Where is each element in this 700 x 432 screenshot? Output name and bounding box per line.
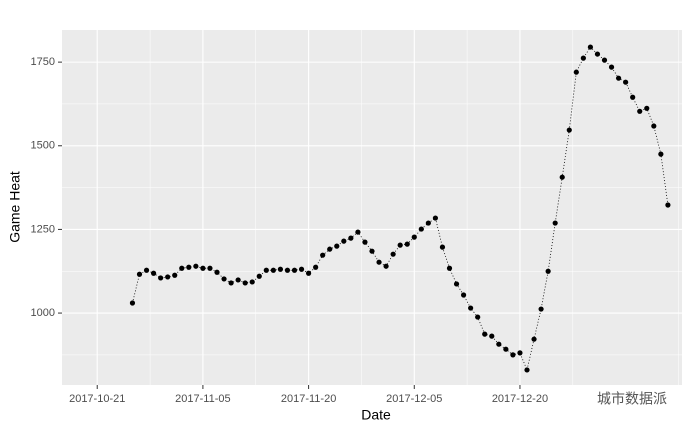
point	[503, 346, 509, 352]
point	[136, 271, 143, 277]
point	[460, 292, 467, 298]
point	[291, 267, 298, 273]
point	[651, 123, 657, 129]
point	[531, 336, 537, 342]
point	[383, 263, 389, 269]
point	[439, 244, 446, 250]
panel	[62, 30, 682, 385]
x-tick-label: 2017-11-20	[281, 393, 336, 405]
y-tick-label: 1500	[31, 140, 55, 152]
point	[376, 259, 382, 265]
point	[446, 265, 453, 271]
point	[221, 276, 227, 282]
point	[186, 264, 192, 270]
point	[425, 220, 431, 226]
point	[341, 238, 347, 244]
point	[489, 333, 495, 339]
point	[587, 44, 594, 50]
point	[270, 267, 276, 273]
point	[313, 264, 319, 270]
point	[623, 79, 629, 85]
watermark: 城市数据派	[597, 391, 667, 407]
point	[475, 314, 481, 320]
point	[263, 267, 269, 273]
x-tick-label: 2017-12-05	[386, 393, 442, 405]
point	[482, 331, 488, 337]
point	[658, 151, 664, 157]
point	[552, 220, 558, 226]
point	[129, 300, 136, 306]
point	[566, 127, 572, 133]
point	[580, 55, 586, 61]
x-axis-title: Date	[361, 407, 391, 423]
point	[601, 57, 608, 63]
point	[193, 263, 199, 269]
point	[150, 270, 157, 276]
point	[559, 174, 565, 180]
point	[517, 350, 523, 356]
point	[545, 268, 551, 274]
point	[305, 270, 312, 276]
point	[496, 341, 502, 347]
point	[390, 251, 396, 257]
x-tick-label: 2017-12-20	[492, 393, 548, 405]
point	[615, 75, 622, 81]
point	[630, 94, 636, 100]
point	[510, 352, 516, 358]
point	[327, 246, 333, 252]
x-tick-label: 2017-11-05	[175, 393, 230, 405]
point	[573, 69, 579, 75]
point	[594, 51, 601, 57]
point	[277, 266, 284, 272]
point	[418, 226, 424, 232]
point	[608, 64, 615, 70]
point	[256, 273, 262, 279]
point	[249, 279, 255, 285]
point	[524, 367, 530, 373]
y-axis-title: Game Heat	[7, 171, 23, 243]
point	[228, 280, 234, 286]
point	[432, 215, 439, 221]
point	[200, 265, 206, 271]
point	[207, 265, 213, 271]
point	[411, 234, 417, 240]
point	[334, 243, 340, 249]
point	[143, 267, 150, 273]
point	[369, 248, 375, 254]
point	[298, 266, 305, 272]
grid	[62, 30, 682, 385]
point	[538, 306, 544, 312]
point	[468, 305, 474, 311]
point	[397, 242, 403, 248]
point	[158, 275, 164, 281]
y-tick-label: 1250	[31, 223, 55, 235]
x-tick-label: 2017-10-21	[69, 393, 125, 405]
point	[644, 105, 650, 111]
point	[453, 281, 460, 287]
point	[665, 202, 671, 208]
line	[132, 46, 669, 372]
point	[355, 229, 361, 235]
y-tick-label: 1750	[31, 56, 55, 68]
point	[348, 235, 354, 241]
point	[165, 274, 171, 280]
point	[242, 280, 248, 286]
point	[214, 269, 220, 275]
point	[172, 272, 178, 278]
point	[179, 265, 185, 271]
point	[362, 239, 368, 245]
point	[235, 277, 241, 283]
point	[284, 267, 291, 273]
point	[320, 252, 326, 258]
point	[637, 108, 643, 114]
y-tick-label: 1000	[31, 307, 55, 319]
point	[404, 241, 410, 247]
